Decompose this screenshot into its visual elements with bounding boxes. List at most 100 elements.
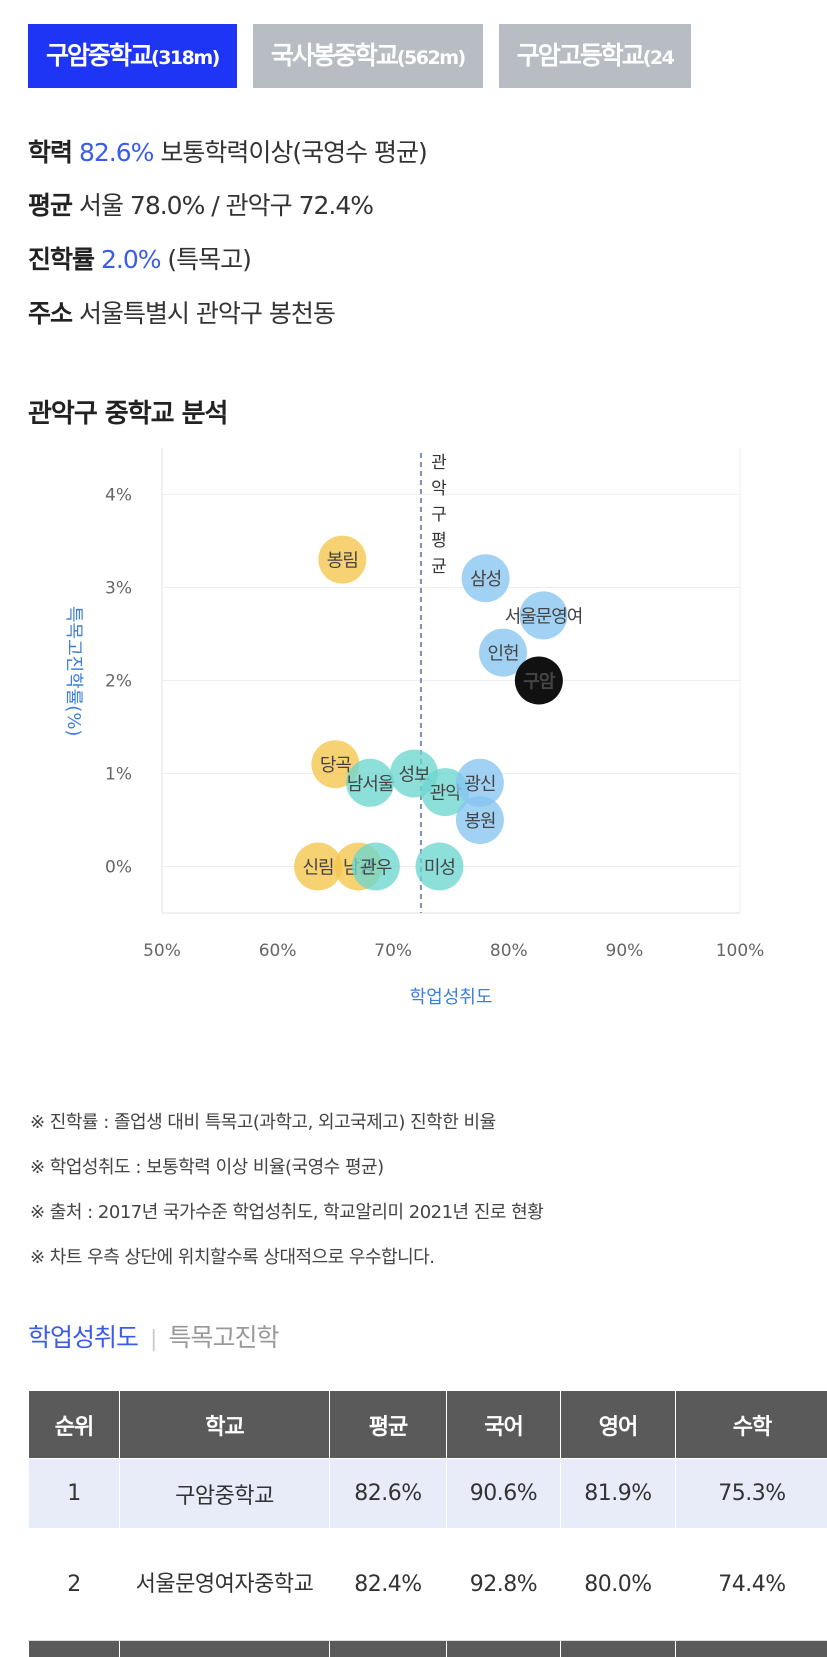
tab-separator: | xyxy=(150,1327,157,1352)
cell-average: 82.4% xyxy=(329,1528,447,1641)
ranking-tabs: 학업성취도 | 특목고진학 xyxy=(28,1318,279,1354)
cell-korean: 92.8% xyxy=(446,1528,561,1641)
cell-average: 82.6% xyxy=(329,1458,447,1529)
x-tick-label: 70% xyxy=(374,941,412,961)
point-남서울 xyxy=(346,758,395,807)
point-label: 남서울 xyxy=(347,774,394,795)
school-tab-distance: (24 xyxy=(642,47,675,69)
table-row-partial xyxy=(28,1640,827,1657)
y-axis-title: 특목고진학률(%) xyxy=(63,606,84,737)
address-text: 서울특별시 관악구 봉천동 xyxy=(72,299,336,328)
school-tabs: 구암중학교(318m) 국사봉중학교(562m) 구암고등학교(24 xyxy=(28,24,827,88)
header-korean: 국어 xyxy=(446,1390,561,1459)
notes: ※ 진학률 : 졸업생 대비 특목고(과학고, 외고국제고) 진학한 비율 ※ … xyxy=(30,1100,820,1280)
header-rank: 순위 xyxy=(28,1390,120,1459)
ranking-table-wrapper: 순위 학교 평균 국어 영어 수학 1 구암중학교 82.6% 90.6% 81… xyxy=(28,1390,827,1657)
point-label: 봉원 xyxy=(464,811,495,832)
note-chart-hint: ※ 차트 우측 상단에 위치할수록 상대적으로 우수합니다. xyxy=(30,1247,435,1268)
x-tick-label: 50% xyxy=(143,941,181,961)
cell-math: 74.4% xyxy=(675,1528,827,1641)
tab-achievement[interactable]: 학업성취도 xyxy=(28,1323,139,1352)
school-tab-name: 구암중학교 xyxy=(46,41,153,70)
point-label: 인헌 xyxy=(487,644,518,665)
x-tick-label: 60% xyxy=(259,941,297,961)
cell-rank: 1 xyxy=(28,1458,120,1529)
y-tick-label: 1% xyxy=(105,765,132,785)
point-미성 xyxy=(415,842,464,891)
achievement-value: 82.6% xyxy=(78,138,154,167)
cell-rank: 2 xyxy=(28,1528,120,1641)
point-광신 xyxy=(455,758,504,807)
point-label: 신림 xyxy=(302,858,333,879)
cell-school: 서울문영여자중학교 xyxy=(119,1528,330,1641)
table-row[interactable]: 2 서울문영여자중학교 82.4% 92.8% 80.0% 74.4% xyxy=(28,1528,827,1641)
school-tab-name: 구암고등학교 xyxy=(516,41,645,70)
cell-english: 80.0% xyxy=(560,1528,676,1641)
chart-axis-labels: 0% 1% 2% 3% 4% 50% 60% 70% 80% 90% 100% 학업성취도 특목고진학률… xyxy=(63,486,764,1009)
note-source: ※ 출처 : 2017년 국가수준 학업성취도, 학교알리미 2021년 진로 … xyxy=(30,1202,544,1223)
cell-math: 75.3% xyxy=(675,1458,827,1529)
average-text: 서울 78.0% / 관악구 72.4% xyxy=(72,191,374,220)
chart-grid xyxy=(161,448,741,914)
achievement-key: 학력 xyxy=(28,138,73,167)
point-신림 xyxy=(294,842,343,891)
address-key: 주소 xyxy=(28,299,73,328)
school-tab-2[interactable]: 구암고등학교(24 xyxy=(498,24,692,88)
school-tab-1[interactable]: 국사봉중학교(562m) xyxy=(252,24,483,88)
point-label: 미성 xyxy=(424,858,455,879)
ranking-table: 순위 학교 평균 국어 영어 수학 1 구암중학교 82.6% 90.6% 81… xyxy=(28,1390,827,1657)
point-label: 삼성 xyxy=(470,569,501,590)
cell-school: 구암중학교 xyxy=(119,1458,330,1529)
note-admission: ※ 진학률 : 졸업생 대비 특목고(과학고, 외고국제고) 진학한 비율 xyxy=(30,1112,496,1133)
school-tab-distance: (318m) xyxy=(151,47,220,69)
header-average: 평균 xyxy=(329,1390,447,1459)
point-label: 당곡 xyxy=(320,755,352,776)
school-tab-0[interactable]: 구암중학교(318m) xyxy=(28,24,237,88)
point-label: 성보 xyxy=(398,765,430,786)
tab-admission[interactable]: 특목고진학 xyxy=(168,1323,279,1352)
school-tab-name: 국사봉중학교 xyxy=(270,41,399,70)
point-label: 봉림 xyxy=(327,551,358,572)
admission-value: 2.0% xyxy=(100,245,162,274)
x-tick-label: 80% xyxy=(490,941,528,961)
y-tick-label: 2% xyxy=(105,672,132,692)
note-achievement: ※ 학업성취도 : 보통학력 이상 비율(국영수 평균) xyxy=(30,1157,384,1178)
x-tick-label: 100% xyxy=(716,941,765,961)
header-school: 학교 xyxy=(119,1390,330,1459)
cell-english: 81.9% xyxy=(560,1458,676,1529)
point-label: 관우 xyxy=(360,858,392,879)
point-관우 xyxy=(351,842,400,891)
header-english: 영어 xyxy=(560,1390,676,1459)
header-math: 수학 xyxy=(675,1390,827,1459)
point-서울문영여 xyxy=(519,591,568,640)
table-row[interactable]: 1 구암중학교 82.6% 90.6% 81.9% 75.3% xyxy=(28,1458,827,1529)
point-삼성 xyxy=(461,554,510,603)
section-title: 관악구 중학교 분석 xyxy=(28,399,228,429)
school-tab-distance: (562m) xyxy=(396,47,466,69)
y-tick-label: 0% xyxy=(105,858,132,878)
admission-line: 진학률 2.0% (특목고) xyxy=(28,240,252,276)
point-봉림 xyxy=(318,535,367,584)
point-구암 xyxy=(514,656,563,705)
admission-desc: (특목고) xyxy=(160,245,252,274)
table-header-row: 순위 학교 평균 국어 영어 수학 xyxy=(28,1390,827,1459)
point-label: 관악 xyxy=(430,783,462,804)
point-봉원 xyxy=(455,796,504,844)
achievement-line: 학력 82.6% 보통학력이상(국영수 평균) xyxy=(28,133,428,169)
x-axis-title: 학업성취도 xyxy=(410,987,493,1008)
point-인헌 xyxy=(479,628,528,677)
y-tick-label: 3% xyxy=(105,579,132,599)
chart-points: 봉림삼성서울문영여인헌구암당곡남서울성보관악광신봉원신림남강관우미성 xyxy=(294,535,583,891)
achievement-desc: 보통학력이상(국영수 평균) xyxy=(153,138,427,167)
average-key: 평균 xyxy=(28,191,73,220)
point-label: 서울문영여 xyxy=(505,606,583,627)
x-tick-label: 90% xyxy=(606,941,644,961)
point-label: 광신 xyxy=(464,774,495,795)
average-line: 평균 서울 78.0% / 관악구 72.4% xyxy=(28,186,374,222)
y-tick-label: 4% xyxy=(105,486,132,506)
address-line: 주소 서울특별시 관악구 봉천동 xyxy=(28,294,336,330)
